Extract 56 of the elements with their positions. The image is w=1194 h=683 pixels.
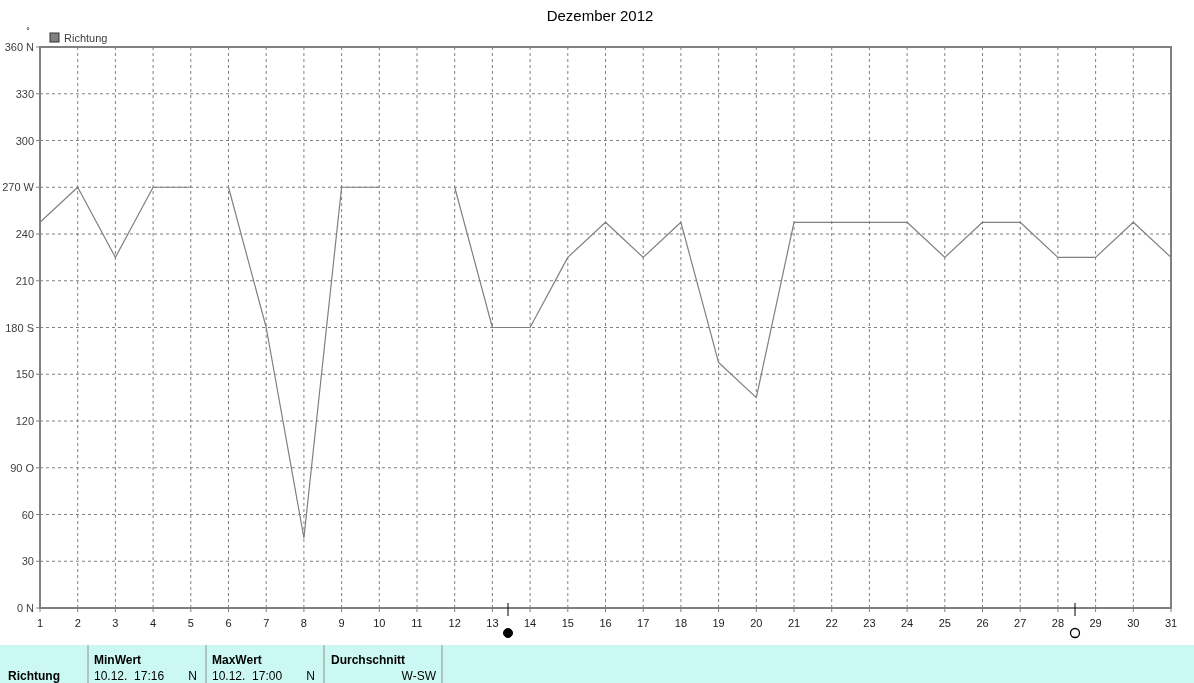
y-tick-label: 90 O [10,461,35,474]
x-tick-label: 17 [637,617,650,629]
text: MinWert [94,653,142,667]
y-tick-label: 60 [21,508,34,521]
x-tick-label: 18 [674,617,688,629]
x-tick-label: 25 [938,617,951,629]
text: N [306,669,315,683]
text: 10.12. 17:00 [212,669,283,683]
y-tick-label: 120 [15,415,34,427]
x-tick-label: 15 [561,617,574,629]
x-tick-label: 14 [523,617,537,629]
y-tick-label: 360 N [4,41,35,53]
text: N [188,669,197,683]
text: 10.12. 17:16 [94,669,165,683]
y-tick-label: 0 N [16,602,35,614]
y-tick-label: 330 [15,87,34,100]
x-tick-label: 28 [1051,617,1065,629]
text: MaxWert [212,653,262,667]
text: Richtung [8,669,60,683]
x-tick-label: 8 [300,617,307,629]
x-tick-label: 29 [1089,617,1102,629]
x-tick-label: 2 [74,617,81,629]
x-tick-label: 13 [486,617,499,629]
text: W-SW [401,669,437,683]
y-tick-label: 300 [15,134,34,147]
x-tick-label: 31 [1164,617,1178,629]
x-tick-label: 11 [411,617,423,629]
x-tick-label: 9 [338,617,345,629]
y-axis-title: ° [26,26,31,36]
text: Durchschnitt [331,653,406,667]
x-tick-label: 22 [825,617,838,629]
y-tick-label: 30 [21,555,34,568]
x-tick-label: 23 [863,617,876,629]
y-tick-label: 270 W [2,181,35,194]
x-tick-label: 10 [373,617,386,629]
x-tick-label: 20 [750,617,763,629]
legend-label: Richtung [64,32,108,44]
x-tick-label: 24 [900,617,914,629]
y-tick-label: 210 [15,274,34,287]
x-tick-label: 12 [448,617,461,629]
x-tick-label: 3 [112,617,119,629]
x-tick-label: 16 [599,617,612,629]
x-tick-label: 7 [263,617,270,629]
y-tick-label: 240 [15,228,34,240]
y-tick-label: 180 S [5,321,34,334]
x-tick-label: 4 [150,617,157,629]
x-tick-label: 19 [712,617,725,629]
x-tick-label: 5 [187,617,194,629]
x-tick-label: 30 [1127,617,1140,629]
x-tick-label: 27 [1014,617,1027,629]
x-tick-label: 26 [976,617,989,629]
chart-title: Dezember 2012 [546,7,654,24]
x-tick-label: 1 [36,617,44,629]
x-tick-label: 21 [787,617,801,629]
y-tick-label: 150 [15,368,34,381]
x-tick-label: 6 [225,617,232,629]
